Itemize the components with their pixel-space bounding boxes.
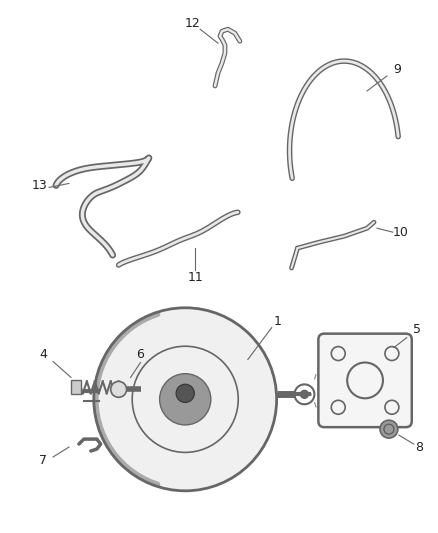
Circle shape — [176, 384, 194, 402]
Circle shape — [159, 374, 211, 425]
Text: 9: 9 — [393, 62, 401, 76]
Text: 7: 7 — [39, 455, 47, 467]
FancyBboxPatch shape — [318, 334, 412, 427]
Text: 4: 4 — [39, 348, 47, 361]
Text: 8: 8 — [415, 441, 423, 454]
Text: 12: 12 — [184, 17, 200, 30]
Text: 1: 1 — [274, 315, 282, 328]
Text: 6: 6 — [137, 348, 145, 361]
Bar — [71, 381, 81, 394]
Text: 13: 13 — [31, 179, 47, 192]
Text: 5: 5 — [413, 323, 421, 336]
Text: 10: 10 — [393, 225, 409, 239]
Text: 11: 11 — [187, 271, 203, 285]
Circle shape — [380, 420, 398, 438]
Circle shape — [94, 308, 277, 491]
Circle shape — [300, 390, 308, 398]
Circle shape — [111, 382, 127, 397]
